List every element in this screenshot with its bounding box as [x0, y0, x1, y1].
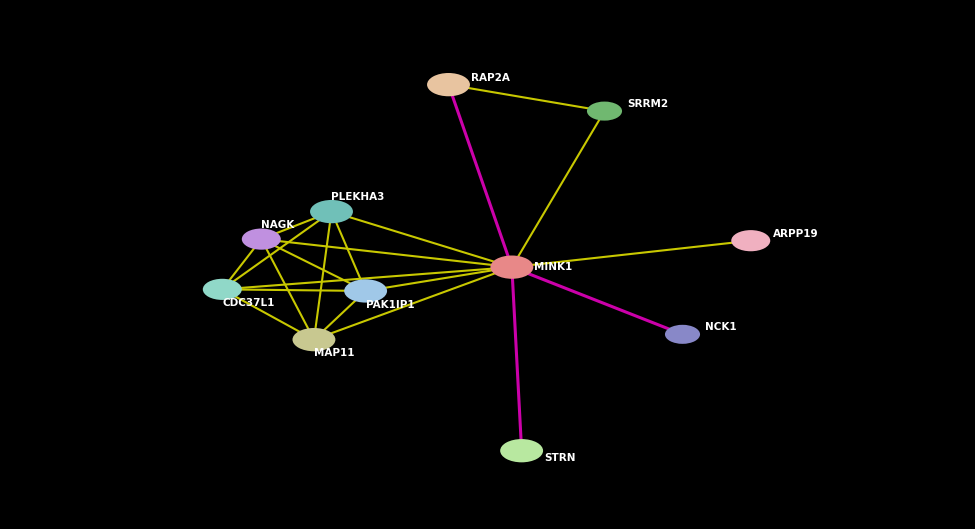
Circle shape — [490, 256, 533, 279]
Text: NAGK: NAGK — [261, 220, 294, 230]
Text: CDC37L1: CDC37L1 — [222, 298, 275, 307]
Text: PLEKHA3: PLEKHA3 — [332, 192, 385, 202]
Text: PAK1IP1: PAK1IP1 — [366, 300, 414, 309]
Text: NCK1: NCK1 — [705, 323, 736, 332]
Circle shape — [203, 279, 242, 300]
Circle shape — [292, 328, 335, 351]
Circle shape — [587, 102, 622, 121]
Text: STRN: STRN — [544, 453, 575, 462]
Text: RAP2A: RAP2A — [471, 73, 510, 83]
Circle shape — [344, 279, 387, 303]
Circle shape — [242, 229, 281, 250]
Circle shape — [427, 73, 470, 96]
Circle shape — [731, 230, 770, 251]
Text: SRRM2: SRRM2 — [627, 99, 668, 109]
Circle shape — [665, 325, 700, 344]
Text: ARPP19: ARPP19 — [773, 229, 819, 239]
Text: MINK1: MINK1 — [534, 262, 572, 272]
Circle shape — [500, 439, 543, 462]
Circle shape — [310, 200, 353, 223]
Text: MAP11: MAP11 — [314, 349, 355, 358]
